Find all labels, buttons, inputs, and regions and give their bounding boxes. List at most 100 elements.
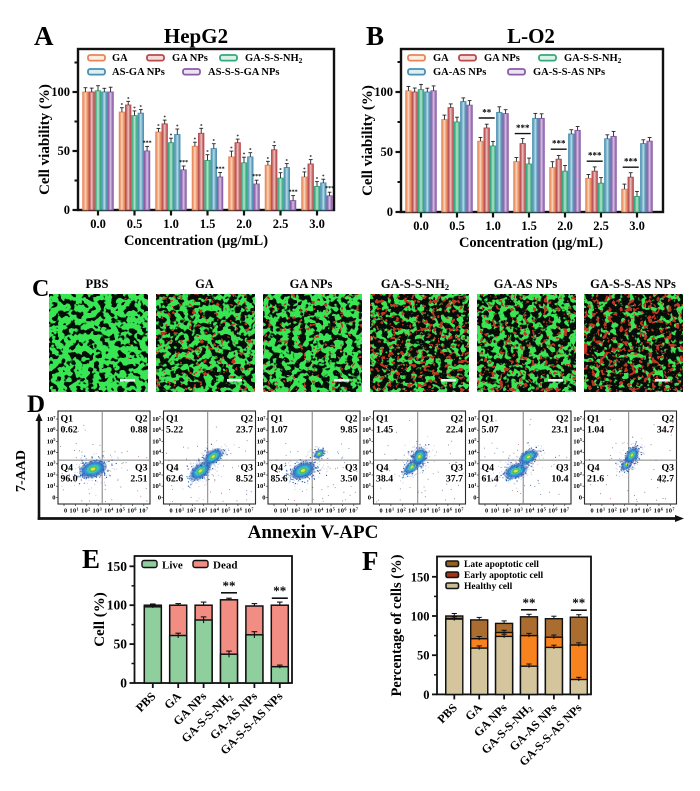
svg-text:Concentration (µg/mL): Concentration (µg/mL): [459, 235, 603, 251]
svg-text:104: 104: [152, 448, 162, 456]
svg-text:Q2: Q2: [135, 414, 148, 425]
svg-text:107: 107: [257, 415, 267, 423]
svg-text:8.52: 8.52: [236, 474, 253, 485]
svg-text:GA-AS NPs: GA-AS NPs: [433, 67, 486, 78]
svg-text:101: 101: [362, 482, 371, 490]
svg-text:0 101 102 103 104 105 106 107: 0 101 102 103 104 105 106 107: [591, 506, 675, 514]
svg-text:Q1: Q1: [587, 414, 600, 425]
svg-text:*: *: [163, 116, 166, 121]
svg-text:1.0: 1.0: [163, 217, 179, 231]
svg-text:106: 106: [468, 426, 478, 434]
svg-text:103: 103: [362, 460, 372, 468]
svg-text:107: 107: [47, 415, 57, 423]
svg-text:*: *: [273, 142, 276, 147]
svg-text:Dead: Dead: [213, 560, 237, 572]
svg-text:0: 0: [262, 494, 266, 501]
svg-text:GA NPs: GA NPs: [290, 277, 333, 291]
svg-text:2.51: 2.51: [130, 474, 147, 485]
svg-text:PBS: PBS: [86, 277, 109, 291]
svg-text:0: 0: [158, 494, 162, 501]
svg-text:*: *: [243, 153, 246, 158]
svg-text:GA-S-S-NH2: GA-S-S-NH2: [381, 277, 449, 292]
svg-text:2.5: 2.5: [273, 217, 289, 231]
svg-text:*: *: [140, 106, 143, 111]
svg-text:Early apoptotic cell: Early apoptotic cell: [464, 571, 544, 581]
svg-text:***: ***: [552, 139, 566, 149]
svg-text:*: *: [170, 134, 173, 139]
svg-text:B: B: [366, 21, 384, 51]
svg-text:106: 106: [573, 426, 583, 434]
svg-text:Q4: Q4: [61, 463, 74, 474]
svg-text:***: ***: [143, 140, 152, 146]
svg-text:85.6: 85.6: [271, 474, 288, 485]
svg-text:Cell viability (%): Cell viability (%): [360, 85, 376, 196]
svg-text:Q3: Q3: [661, 463, 674, 474]
svg-text:107: 107: [362, 415, 372, 423]
svg-text:2.5: 2.5: [593, 219, 609, 233]
svg-text:Q3: Q3: [135, 463, 148, 474]
svg-text:**: **: [523, 595, 536, 610]
svg-text:3.0: 3.0: [309, 217, 325, 231]
svg-text:0: 0: [579, 494, 583, 501]
svg-text:*: *: [316, 178, 319, 183]
svg-text:50: 50: [417, 649, 430, 663]
svg-text:1.5: 1.5: [200, 217, 216, 231]
svg-text:106: 106: [257, 426, 267, 434]
svg-text:10.4: 10.4: [551, 474, 568, 485]
svg-text:*: *: [206, 151, 209, 156]
svg-text:GA: GA: [112, 53, 128, 64]
svg-text:0: 0: [423, 688, 429, 702]
svg-text:***: ***: [289, 190, 298, 196]
svg-text:1.07: 1.07: [271, 425, 288, 436]
svg-text:*: *: [200, 124, 203, 129]
svg-text:Q2: Q2: [240, 414, 253, 425]
svg-text:102: 102: [47, 471, 56, 479]
svg-text:50: 50: [114, 637, 128, 652]
svg-text:0: 0: [52, 494, 56, 501]
svg-text:103: 103: [257, 460, 267, 468]
svg-text:Q1: Q1: [166, 414, 179, 425]
svg-text:*: *: [322, 175, 325, 180]
svg-text:50: 50: [381, 145, 394, 159]
svg-text:106: 106: [152, 426, 162, 434]
svg-text:0: 0: [368, 494, 372, 501]
svg-text:42.7: 42.7: [657, 474, 674, 485]
svg-text:0: 0: [120, 676, 127, 691]
svg-text:Live: Live: [162, 560, 183, 572]
svg-text:***: ***: [216, 167, 225, 173]
svg-text:104: 104: [468, 448, 478, 456]
svg-text:L-O2: L-O2: [507, 24, 555, 48]
svg-text:Q1: Q1: [271, 414, 284, 425]
svg-text:105: 105: [47, 437, 57, 445]
svg-text:*: *: [249, 149, 252, 154]
svg-text:Q4: Q4: [166, 463, 179, 474]
svg-text:100: 100: [411, 610, 430, 624]
svg-text:0 101 102 103 104 105 106 107: 0 101 102 103 104 105 106 107: [485, 506, 569, 514]
svg-text:2.0: 2.0: [557, 219, 573, 233]
svg-text:F: F: [362, 546, 379, 576]
svg-text:1.0: 1.0: [485, 219, 501, 233]
svg-text:Q1: Q1: [376, 414, 389, 425]
svg-text:1.5: 1.5: [521, 219, 537, 233]
svg-text:104: 104: [257, 448, 267, 456]
svg-text:C: C: [32, 276, 49, 302]
svg-text:1.04: 1.04: [587, 425, 604, 436]
svg-text:2.0: 2.0: [236, 217, 252, 231]
svg-text:GA: GA: [195, 277, 214, 291]
svg-text:*: *: [267, 157, 270, 162]
svg-text:102: 102: [152, 471, 161, 479]
svg-text:106: 106: [47, 426, 57, 434]
svg-text:22.4: 22.4: [446, 425, 463, 436]
svg-text:150: 150: [107, 559, 128, 574]
svg-text:5.22: 5.22: [166, 425, 183, 436]
svg-text:*: *: [157, 124, 160, 129]
svg-text:*: *: [121, 104, 124, 109]
svg-text:**: **: [223, 578, 236, 593]
svg-text:0 101 102 103 104 105 106 107: 0 101 102 103 104 105 106 107: [274, 506, 358, 514]
svg-text:Concentration (µg/mL): Concentration (µg/mL): [124, 233, 268, 249]
svg-text:0.88: 0.88: [130, 425, 147, 436]
svg-text:3.0: 3.0: [629, 219, 645, 233]
svg-text:Q1: Q1: [482, 414, 495, 425]
svg-text:0.5: 0.5: [449, 219, 465, 233]
svg-text:1.45: 1.45: [376, 425, 393, 436]
